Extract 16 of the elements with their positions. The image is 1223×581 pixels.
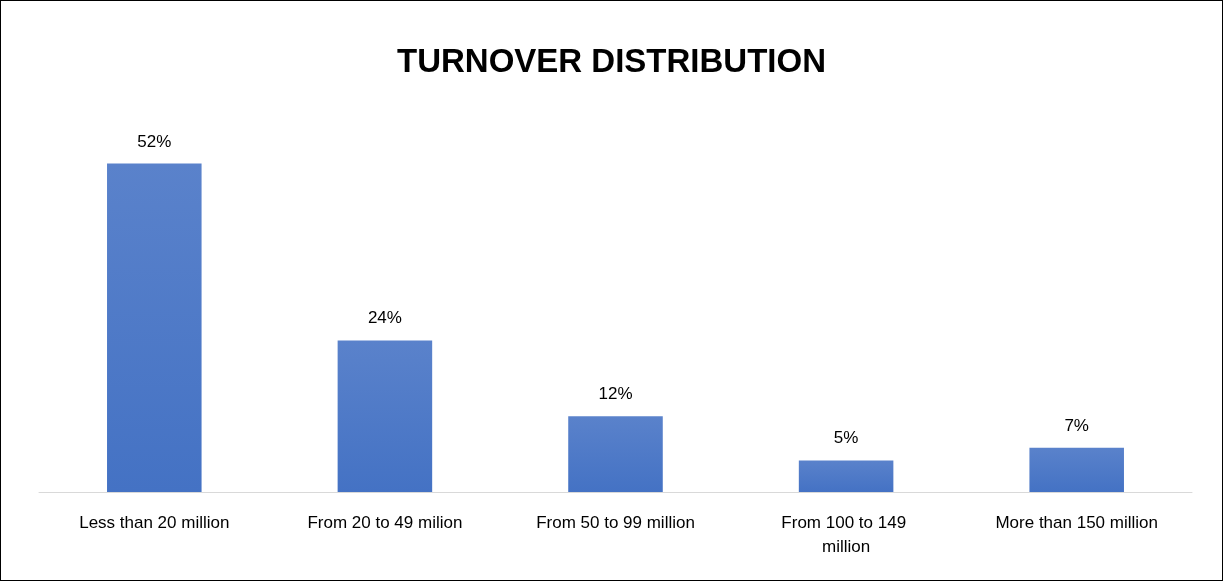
- x-tick-label: From 50 to 99 million: [536, 512, 695, 532]
- data-label: 7%: [1064, 415, 1089, 435]
- x-tick-label: More than 150 million: [995, 512, 1158, 532]
- chart-title: TURNOVER DISTRIBUTION: [397, 42, 826, 79]
- data-label: 5%: [833, 428, 859, 448]
- x-tick-label: From 100 to 149 million: [781, 512, 911, 556]
- data-label: 24%: [367, 308, 402, 328]
- bar: [798, 460, 894, 492]
- data-label: 52%: [137, 131, 172, 151]
- bar: [568, 416, 663, 492]
- bar: [1029, 447, 1124, 492]
- x-tick-label: Less than 20 million: [79, 512, 230, 532]
- x-tick-label: From 20 to 49 milion: [307, 512, 463, 532]
- data-label: 12%: [598, 384, 633, 404]
- bar: [107, 163, 202, 492]
- bar: [337, 340, 433, 492]
